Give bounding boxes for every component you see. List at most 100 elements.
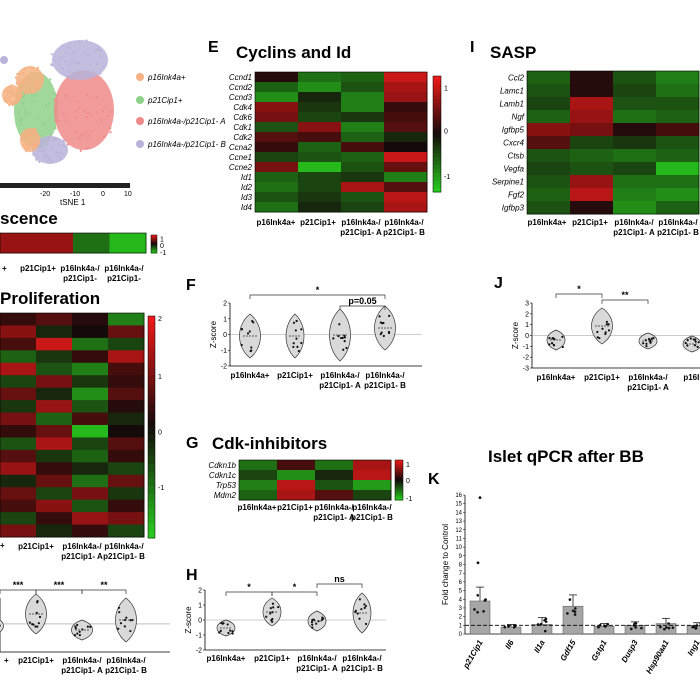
x-tick-label: Il6 <box>503 638 516 651</box>
tsne-cell <box>73 51 76 54</box>
tsne-cell <box>35 133 38 137</box>
data-point <box>387 330 391 334</box>
group-label: p21Cip1+ <box>277 503 313 512</box>
group-label: p21Cip1- A <box>61 552 103 561</box>
data-point <box>294 329 297 332</box>
y-tick-label: 5 <box>459 589 463 595</box>
heatmap-row-label: Cdkn1c <box>209 471 236 480</box>
heatmap-cell <box>255 72 299 83</box>
heatmap-cell <box>108 449 145 463</box>
tsne-cell <box>101 110 104 113</box>
colorbar-segment <box>433 176 441 181</box>
group-label: p16Ink4a-/ <box>628 373 668 382</box>
tsne-cell <box>69 77 72 80</box>
heatmap-cell <box>656 97 700 111</box>
bar <box>593 625 615 635</box>
heatmap-cell <box>72 362 109 376</box>
tsne-cell <box>80 133 83 137</box>
group-label: p16Ink4a+ <box>238 503 277 512</box>
heatmap-cell <box>72 350 109 364</box>
heatmap-row-label: Ccna2 <box>229 143 253 152</box>
tsne-cell <box>10 101 13 104</box>
proliferation-heatmap: + p21Cip1+ p16Ink4a-/p21Cip1- Ap16Ink4a-/p… <box>0 312 145 561</box>
sasp-heatmap: Ccl2 Lamc1 Lamb1 Ngf Igfbp5 Cxcr4 Ctsb Vegfa Ser… <box>492 70 700 237</box>
y-tick-label: 12 <box>455 528 462 534</box>
colorbar-segment <box>433 87 441 92</box>
colorbar-label: 1 <box>444 86 448 93</box>
x-tick-label: Il1a <box>532 638 547 655</box>
significance-bracket <box>0 589 37 594</box>
group-label: p16Ink4a-/ <box>614 218 654 227</box>
heatmap-cell <box>72 325 109 339</box>
tsne-cell <box>36 85 40 88</box>
y-tick-label: -2 <box>523 355 529 362</box>
heatmap-cell <box>341 92 385 103</box>
colorbar-segment <box>148 434 155 443</box>
heatmap-cell <box>384 152 428 163</box>
tsne-cell <box>37 141 41 145</box>
tsne-cell <box>24 79 27 82</box>
legend-swatch <box>136 117 144 125</box>
heatmap-row-label: Cxcr4 <box>503 139 524 148</box>
tsne-cell <box>6 100 9 103</box>
group-label: p16Ink4a-/ <box>658 218 698 227</box>
colorbar-label: 0 <box>160 243 164 250</box>
tsne-cell <box>79 149 82 152</box>
tsne-cell <box>8 96 11 99</box>
heatmap-frame <box>254 71 428 213</box>
colorbar-segment <box>148 338 155 347</box>
colorbar-segment <box>151 243 157 245</box>
heatmap-cell <box>656 162 700 176</box>
colorbar-label: 2 <box>158 316 162 323</box>
heatmap-cell <box>72 375 109 389</box>
tsne-cell <box>42 123 45 126</box>
y-tick-label: -2 <box>196 648 202 655</box>
data-point <box>295 319 298 323</box>
tsne-cell <box>49 159 52 162</box>
heatmap-cell <box>108 487 145 501</box>
tsne-cell <box>61 44 64 47</box>
colorbar-segment <box>433 110 441 116</box>
data-point <box>543 629 547 633</box>
tsne-cell <box>23 112 27 115</box>
tsne-cell <box>38 136 41 139</box>
heatmap-cell <box>108 499 145 513</box>
heatmap-cell <box>298 202 342 213</box>
data-point <box>271 602 275 605</box>
data-point <box>332 337 335 340</box>
y-tick-label: 15 <box>455 502 462 508</box>
heatmap-cell <box>570 162 614 176</box>
tsne-cell <box>39 147 42 150</box>
tsne-cell <box>32 153 35 156</box>
tsne-cell <box>42 75 45 78</box>
heatmap-cell <box>0 499 37 513</box>
heatmap-cell <box>108 325 145 339</box>
significance-bracket <box>249 294 386 299</box>
data-point <box>89 625 92 629</box>
colorbar-segment <box>395 498 403 501</box>
bar <box>469 600 491 635</box>
data-point <box>568 598 572 601</box>
data-point <box>231 632 234 635</box>
data-point <box>689 337 692 340</box>
data-point <box>312 618 316 621</box>
legend-swatch <box>136 140 144 148</box>
group-label: p16Ink4a-/ <box>365 371 405 380</box>
data-point <box>551 337 554 340</box>
data-point <box>694 340 697 343</box>
colorbar-label: 1 <box>158 374 162 381</box>
heatmap-cell <box>384 112 428 123</box>
tsne-cell <box>21 80 24 83</box>
heatmap-row-label: Vegfa <box>503 165 524 174</box>
group-label-cut: + <box>4 656 9 665</box>
heatmap-cell <box>315 470 354 481</box>
heatmap-cell <box>527 97 571 111</box>
y-tick-label: -3 <box>523 366 529 373</box>
data-point <box>483 599 487 602</box>
tsne-cell <box>95 95 98 98</box>
heatmap-cell <box>656 201 700 215</box>
data-point <box>74 625 77 628</box>
colorbar-label: 0 <box>158 429 162 436</box>
group-label: p21Cip1- <box>107 274 141 283</box>
y-tick-label: 2 <box>198 588 202 595</box>
